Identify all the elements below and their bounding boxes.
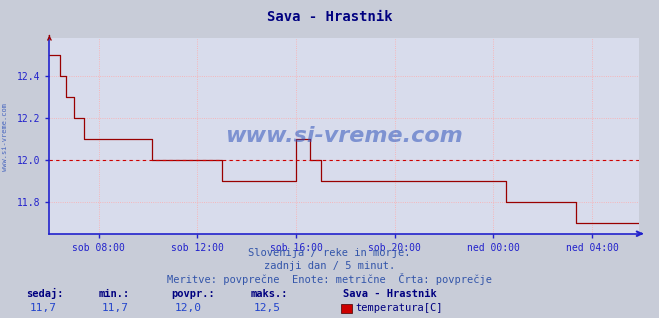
Text: www.si-vreme.com: www.si-vreme.com [225,126,463,146]
Text: Slovenija / reke in morje.: Slovenija / reke in morje. [248,248,411,258]
Text: maks.:: maks.: [250,288,288,299]
Text: sedaj:: sedaj: [26,288,64,299]
Text: Sava - Hrastnik: Sava - Hrastnik [343,288,436,299]
Text: min.:: min.: [99,288,130,299]
Text: Sava - Hrastnik: Sava - Hrastnik [267,10,392,24]
Text: zadnji dan / 5 minut.: zadnji dan / 5 minut. [264,261,395,271]
Text: Meritve: povprečne  Enote: metrične  Črta: povprečje: Meritve: povprečne Enote: metrične Črta:… [167,273,492,285]
Text: www.si-vreme.com: www.si-vreme.com [2,103,9,171]
Text: 12,5: 12,5 [254,303,281,314]
Text: 11,7: 11,7 [102,303,129,314]
Text: 11,7: 11,7 [30,303,57,314]
Text: povpr.:: povpr.: [171,288,215,299]
Text: 12,0: 12,0 [175,303,202,314]
Text: temperatura[C]: temperatura[C] [356,303,444,314]
